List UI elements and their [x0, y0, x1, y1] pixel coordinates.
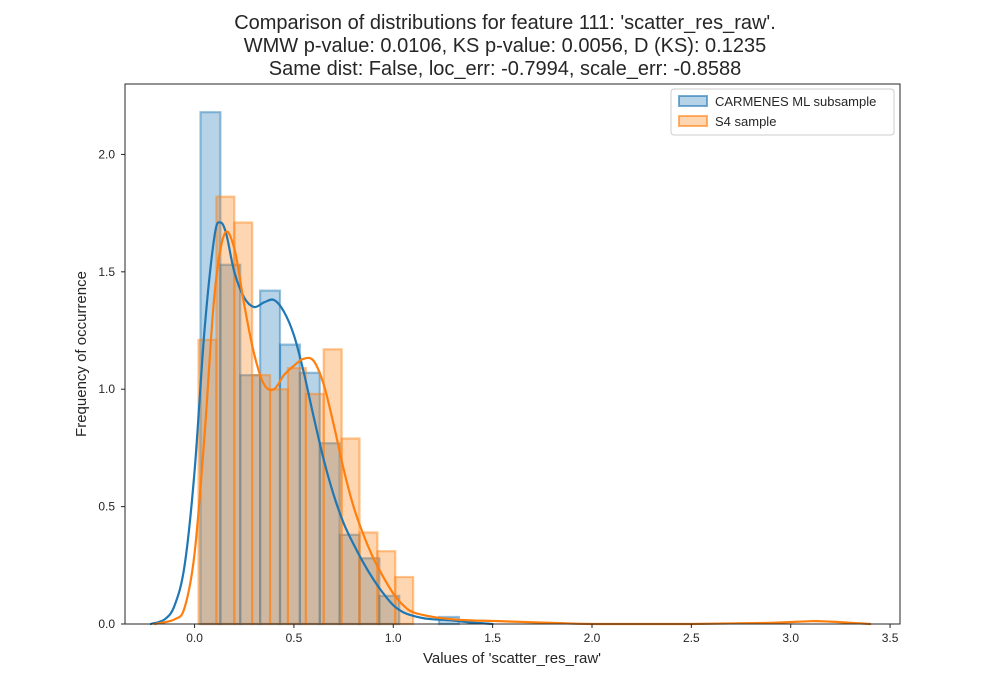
x-tick-label-7: 3.5: [882, 631, 899, 645]
legend-swatch-s4: [678, 115, 708, 127]
y-tick-label-4: 2.0: [98, 147, 115, 161]
title-line-2: WMW p-value: 0.0106, KS p-value: 0.0056,…: [244, 35, 766, 57]
x-tick-label-6: 3.0: [782, 631, 799, 645]
kde-line-carmenes: [149, 221, 494, 626]
y-axis-ticks: 0.0 0.5 1.0 1.5 2.0: [98, 147, 125, 631]
x-axis-label: Values of 'scatter_res_raw': [423, 650, 601, 667]
plot-area: [124, 83, 901, 626]
title-line-1: Comparison of distributions for feature …: [234, 12, 776, 34]
y-tick-label-3: 1.5: [98, 265, 115, 279]
legend-label-carmenes: CARMENES ML subsample: [715, 94, 876, 109]
bar-s4-8: [340, 437, 361, 626]
y-tick-label-1: 0.5: [98, 500, 115, 514]
legend-swatch-carmenes: [678, 95, 708, 107]
y-axis-label: Frequency of occurrence: [73, 271, 90, 437]
legend-label-s4: S4 sample: [715, 114, 776, 129]
x-tick-label-1: 0.5: [286, 631, 303, 645]
x-tick-label-5: 2.5: [683, 631, 700, 645]
plot-frame: [124, 83, 901, 625]
legend-box: [670, 88, 895, 136]
legend: CARMENES ML subsample S4 sample: [670, 88, 895, 136]
histogram-bars: [197, 111, 460, 626]
bar-s4-3: [251, 374, 272, 626]
y-tick-label-2: 1.0: [98, 382, 115, 396]
x-axis-ticks: 0.0 0.5 1.0 1.5 2.0 2.5 3.0 3.5: [186, 624, 899, 645]
x-tick-label-4: 2.0: [584, 631, 601, 645]
y-tick-label-0: 0.0: [98, 617, 115, 631]
x-tick-label-0: 0.0: [186, 631, 203, 645]
bar-s4-4: [268, 388, 290, 626]
x-tick-label-3: 1.5: [484, 631, 501, 645]
title-line-3: Same dist: False, loc_err: -0.7994, scal…: [269, 58, 741, 80]
x-tick-label-2: 1.0: [385, 631, 402, 645]
bar-s4-5: [286, 366, 307, 626]
bar-s4-6: [304, 392, 325, 626]
